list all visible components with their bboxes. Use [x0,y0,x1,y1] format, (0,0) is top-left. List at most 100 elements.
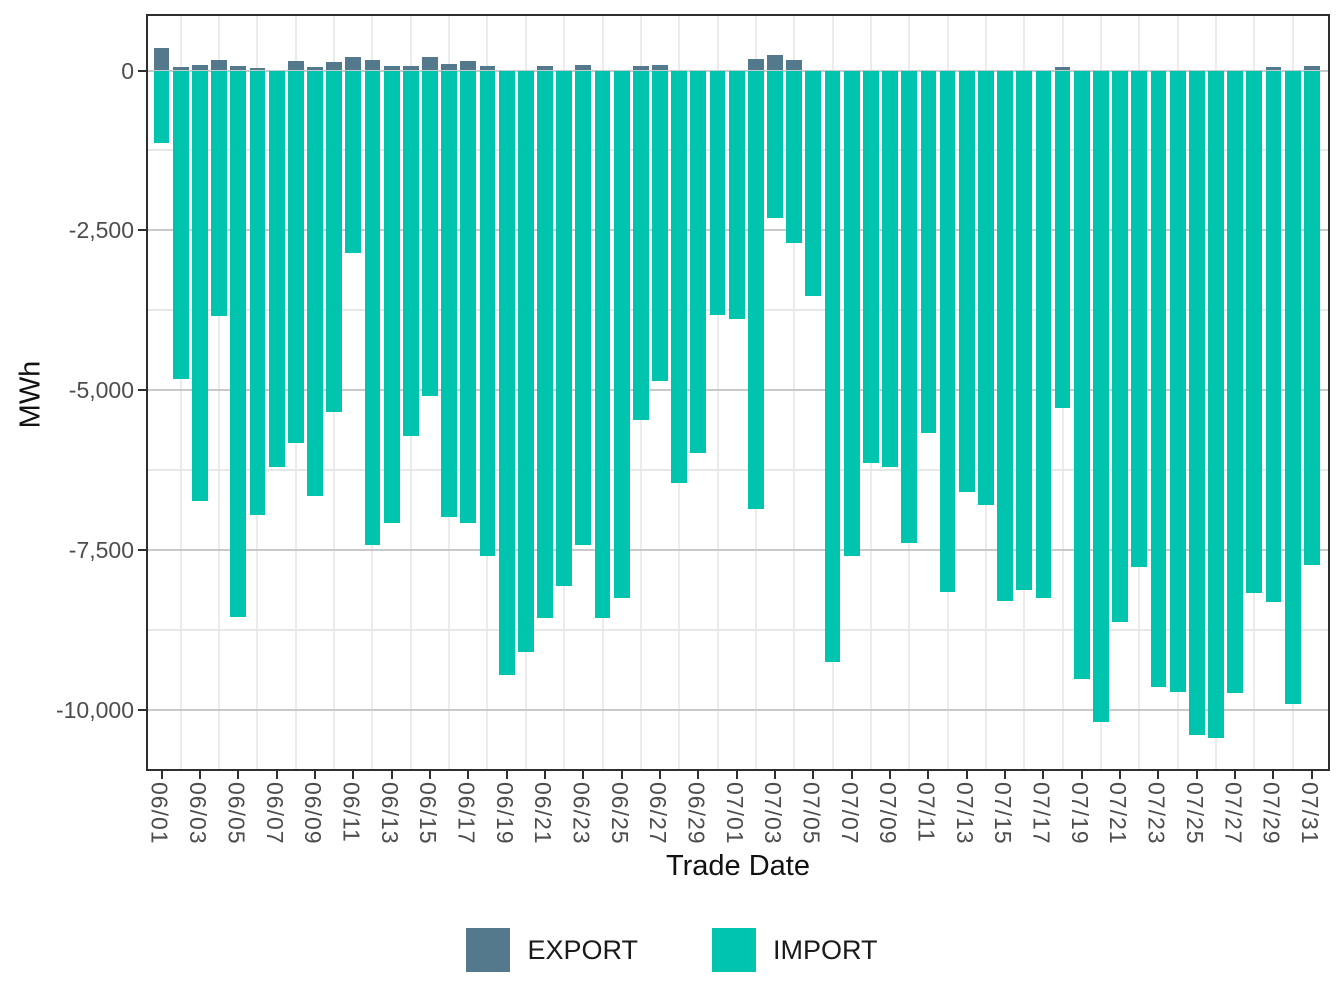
bar-import-07/28 [1246,70,1263,594]
x-tick [237,771,240,779]
bar-import-07/20 [1093,70,1109,723]
x-tick-label: 06/07 [261,782,288,845]
x-tick [1157,771,1160,779]
x-tick-label: 07/17 [1028,782,1055,845]
bar-import-06/16 [441,70,458,518]
bar-export-07/31 [1303,66,1320,71]
legend-label-import: IMPORT [773,934,878,965]
bar-import-06/29 [690,70,707,453]
x-tick [1004,771,1007,779]
bar-import-06/27 [652,70,668,381]
x-tick-label: 07/25 [1181,782,1208,845]
y-tick [138,708,146,711]
x-tick-label: 06/23 [568,782,595,845]
x-tick-label: 06/29 [683,782,710,845]
x-tick-label: 07/29 [1258,782,1285,845]
major-gridline [146,548,1330,551]
x-tick [198,771,201,779]
bar-export-06/18 [479,65,496,71]
vertical-gridline [793,14,796,771]
x-tick [1042,771,1045,779]
bar-import-06/21 [537,70,553,618]
x-tick [1310,771,1313,779]
bar-import-07/06 [824,70,841,662]
bar-import-06/26 [632,70,649,420]
x-tick-label: 07/03 [760,782,787,845]
y-axis-title: MWh [14,360,47,429]
bar-export-06/14 [402,65,419,71]
y-tick [138,229,146,232]
bar-import-07/04 [786,70,803,244]
bar-import-07/15 [997,70,1013,602]
bar-import-07/02 [747,70,764,509]
bar-export-07/29 [1265,66,1282,71]
y-tick-label: 0 [121,57,134,84]
bar-export-06/17 [460,61,477,71]
x-tick [1195,771,1198,779]
bar-import-06/14 [402,70,419,437]
bar-import-07/07 [843,70,860,557]
x-tick-label: 07/05 [798,782,825,845]
x-tick [1234,771,1237,779]
minor-gridline [146,628,1330,631]
x-tick [352,771,355,779]
panel-border [146,14,1330,771]
x-tick-label: 07/23 [1143,782,1170,845]
bar-export-06/02 [172,66,189,71]
bar-import-07/13 [958,70,975,493]
bar-import-07/11 [920,70,937,433]
legend: EXPORT IMPORT [0,924,1344,976]
bar-export-06/21 [537,66,553,71]
bar-export-06/03 [192,64,208,71]
bar-import-06/15 [422,70,438,396]
x-tick-label: 06/11 [338,782,365,843]
x-tick-label: 07/01 [721,782,748,845]
bar-export-06/06 [249,67,266,71]
x-tick-label: 07/11 [913,782,940,843]
bar-import-06/11 [345,70,362,254]
bar-export-07/03 [767,55,783,71]
bar-import-06/01 [153,70,170,143]
x-tick-label: 07/21 [1105,782,1132,845]
x-tick [774,771,777,779]
y-tick [138,69,146,72]
bar-import-06/20 [517,70,534,652]
bar-import-07/24 [1169,70,1186,692]
x-tick [927,771,930,779]
x-tick-label: 06/13 [376,782,403,845]
x-tick [620,771,623,779]
bar-import-06/03 [192,70,208,502]
minor-gridline [146,469,1330,471]
major-gridline [146,389,1330,392]
y-tick [138,548,146,551]
bar-import-07/09 [882,70,898,467]
bar-export-06/08 [287,61,304,71]
bar-import-07/22 [1131,70,1148,567]
x-tick-label: 06/25 [606,782,633,845]
bar-import-06/02 [172,70,189,380]
x-tick-label: 07/13 [951,782,978,845]
x-tick [467,771,470,779]
bar-export-06/27 [652,64,668,71]
x-tick-label: 06/01 [146,782,173,845]
legend-label-export: EXPORT [527,934,638,965]
bar-import-07/26 [1208,70,1224,739]
bar-import-06/07 [268,70,285,467]
major-gridline [146,708,1330,711]
bar-export-06/23 [575,64,592,71]
x-tick [428,771,431,779]
bar-import-07/10 [901,70,918,543]
bar-import-07/31 [1303,70,1320,566]
vertical-gridline [179,14,182,771]
bar-import-06/19 [498,70,515,676]
bar-import-06/09 [307,70,323,496]
bar-export-06/01 [153,48,170,71]
vertical-gridline [218,14,221,771]
x-tick-label: 06/27 [645,782,672,845]
bar-export-07/02 [747,58,764,71]
bar-import-07/18 [1054,70,1071,408]
bar-import-07/12 [939,70,956,593]
bar-import-06/28 [671,70,688,484]
bar-import-06/10 [326,70,343,413]
y-tick-label: -5,000 [68,377,134,404]
